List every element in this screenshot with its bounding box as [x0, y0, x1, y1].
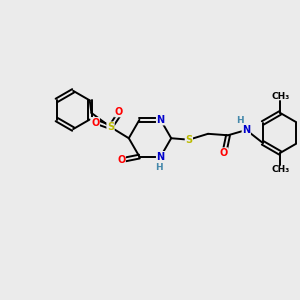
Text: H: H	[155, 163, 163, 172]
Text: O: O	[91, 118, 99, 128]
Text: S: S	[107, 122, 114, 132]
Text: S: S	[185, 135, 192, 145]
Text: O: O	[117, 154, 125, 164]
Text: O: O	[220, 148, 228, 158]
Text: O: O	[115, 107, 123, 117]
Text: N: N	[157, 152, 165, 162]
Text: CH₃: CH₃	[271, 165, 289, 174]
Text: N: N	[157, 115, 165, 125]
Text: N: N	[242, 125, 250, 135]
Text: CH₃: CH₃	[271, 92, 289, 101]
Text: H: H	[237, 116, 244, 125]
